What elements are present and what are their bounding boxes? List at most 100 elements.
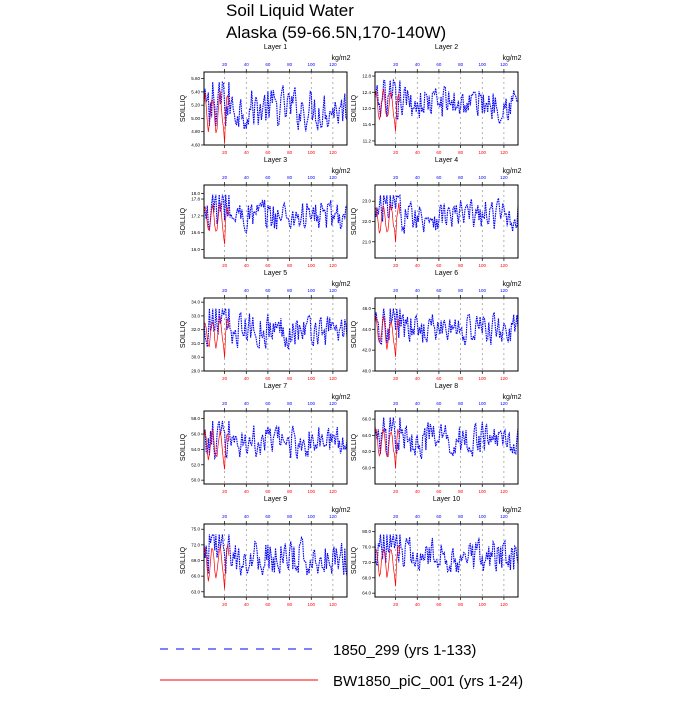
bottom-tick-label: 120 [329,263,337,268]
top-tick-label: 100 [478,401,486,406]
bottom-tick-label: 20 [393,376,399,381]
top-tick-label: 20 [222,175,228,180]
top-tick-label: 100 [307,514,315,519]
bottom-tick-label: 40 [244,150,250,155]
y-tick-label: 50.0 [191,478,200,483]
bottom-tick-label: 120 [329,150,337,155]
bottom-tick-label: 20 [222,602,228,607]
top-tick-label: 100 [307,288,315,293]
figure-title: Soil Liquid Water [226,1,354,20]
top-tick-label: 60 [265,401,271,406]
bottom-tick-label: 20 [222,263,228,268]
panel-frame [203,297,348,372]
panel-frame [374,71,519,146]
y-tick-label: 44.0 [362,327,371,332]
legend-label-1850-299: 1850_299 (yrs 1-133) [333,642,476,659]
bottom-tick-label: 80 [287,602,293,607]
y-tick-label: 40.0 [362,369,371,374]
y-tick-label: 66.0 [362,417,371,422]
top-tick-label: 120 [500,288,508,293]
bottom-tick-label: 60 [436,150,442,155]
bottom-tick-label: 120 [329,376,337,381]
bottom-tick-label: 20 [393,150,399,155]
top-tick-label: 80 [458,62,464,67]
top-axis-unit: kg/m2 [331,55,350,62]
top-axis-unit: kg/m2 [502,507,521,514]
bottom-tick-label: 80 [458,150,464,155]
top-tick-label: 20 [393,401,399,406]
top-tick-label: 120 [500,62,508,67]
top-tick-label: 20 [222,514,228,519]
y-tick-label: 75.0 [191,527,200,532]
y-tick-label: 23.0 [362,199,371,204]
series-1850-299 [374,78,519,126]
panel-grid: Layer 1 kg/m2 20 40 60 80 100 120 20 40 60 80 100 120… [180,44,522,607]
y-tick-label: 72.0 [362,560,371,565]
top-tick-label: 80 [458,175,464,180]
bottom-tick-label: 20 [393,489,399,494]
bottom-tick-label: 40 [415,263,421,268]
figure-subtitle: Alaska (59-66.5N,170-140W) [226,23,446,42]
top-tick-label: 120 [329,288,337,293]
y-tick-label: 60.0 [362,465,371,470]
top-tick-label: 60 [265,288,271,293]
top-axis-unit: kg/m2 [331,507,350,514]
top-tick-label: 40 [415,288,421,293]
bottom-tick-label: 60 [265,489,271,494]
series-1850-299 [203,308,348,350]
panel-layer-6: Layer 6 kg/m2 20 40 60 80 100 120 20 40 60 80 100 120… [351,270,522,381]
panel-layer-4: Layer 4 kg/m2 20 40 60 80 100 120 20 40 60 80 100 120… [351,157,522,268]
y-tick-label: 17.2 [191,213,200,218]
top-tick-label: 40 [244,62,250,67]
bottom-tick-label: 80 [287,376,293,381]
legend: 1850_299 (yrs 1-133) BW1850_piC_001 (yrs… [160,642,523,690]
series-1850-299 [203,194,348,235]
top-axis-unit: kg/m2 [331,394,350,401]
series-1850-299 [374,193,519,234]
top-tick-label: 20 [393,514,399,519]
top-tick-label: 100 [307,62,315,67]
y-axis-label: SOILLIQ [351,433,358,461]
y-tick-label: 46.0 [362,306,371,311]
bottom-tick-label: 40 [244,376,250,381]
bottom-tick-label: 100 [478,150,486,155]
bottom-tick-label: 100 [478,263,486,268]
y-tick-label: 4.60 [191,143,200,148]
panel-title: Layer 7 [264,383,287,390]
bottom-tick-label: 40 [415,376,421,381]
panel-title: Layer 2 [435,44,458,51]
bottom-tick-label: 100 [307,602,315,607]
bottom-tick-label: 100 [478,602,486,607]
bottom-tick-label: 120 [329,602,337,607]
bottom-tick-label: 120 [500,489,508,494]
top-tick-label: 100 [307,401,315,406]
top-tick-label: 120 [500,514,508,519]
top-tick-label: 100 [478,175,486,180]
y-axis-label: SOILLIQ [351,546,358,574]
y-tick-label: 62.0 [362,449,371,454]
panel-layer-10: Layer 10 kg/m2 20 40 60 80 100 120 20 40 60 80 100 12… [351,496,522,607]
bottom-tick-label: 60 [265,150,271,155]
top-tick-label: 40 [244,514,250,519]
bottom-tick-label: 100 [307,150,315,155]
y-tick-label: 17.8 [191,197,200,202]
bottom-tick-label: 40 [244,489,250,494]
y-tick-label: 56.0 [191,432,200,437]
y-tick-label: 16.0 [191,247,200,252]
bottom-tick-label: 120 [500,150,508,155]
top-axis-unit: kg/m2 [502,168,521,175]
bottom-tick-label: 20 [222,376,228,381]
bottom-tick-label: 40 [415,489,421,494]
y-tick-label: 5.40 [191,89,200,94]
y-axis-label: SOILLIQ [180,207,187,235]
top-tick-label: 100 [478,62,486,67]
top-tick-label: 60 [265,514,271,519]
top-axis-unit: kg/m2 [502,394,521,401]
y-tick-label: 64.0 [362,591,371,596]
top-axis-unit: kg/m2 [331,168,350,175]
top-tick-label: 40 [244,175,250,180]
top-tick-label: 80 [287,62,293,67]
y-axis-label: SOILLIQ [180,94,187,122]
top-tick-label: 80 [287,175,293,180]
bottom-tick-label: 80 [287,263,293,268]
